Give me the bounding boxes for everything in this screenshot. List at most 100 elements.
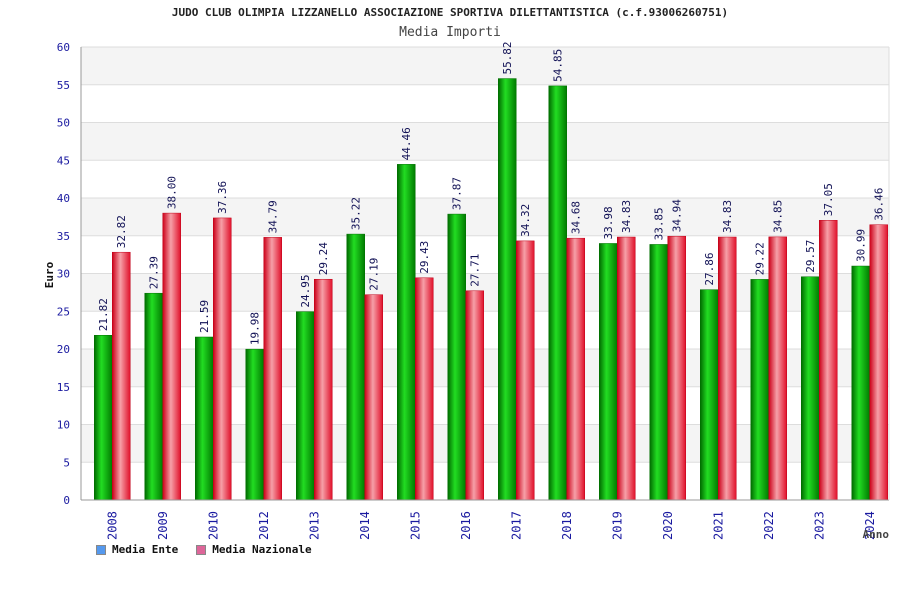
bar-media-ente [700, 289, 719, 501]
data-label: 19.98 [249, 312, 262, 345]
x-tick-label: 2021 [711, 511, 725, 540]
bar-media-ente [649, 244, 668, 501]
chart-title: JUDO CLUB OLIMPIA LIZZANELLO ASSOCIAZION… [171, 6, 729, 19]
bar-media-nazionale [465, 290, 484, 501]
x-tick-label: 2024 [863, 511, 877, 540]
legend-item-ente: Media Ente [96, 543, 178, 556]
x-tick-label: 2017 [509, 511, 523, 540]
x-tick-label: 2023 [812, 511, 826, 540]
data-label: 34.85 [772, 200, 785, 233]
bar-media-nazionale [263, 237, 282, 501]
x-tick-label: 2015 [408, 511, 422, 540]
x-tick-label: 2014 [358, 511, 372, 540]
bar-media-nazionale [667, 235, 686, 501]
plot-band [81, 198, 889, 236]
data-label: 27.86 [703, 253, 716, 286]
data-label: 29.22 [754, 242, 767, 275]
x-tick-label: 2018 [560, 511, 574, 540]
bar-media-nazionale [617, 236, 636, 501]
data-label: 38.00 [166, 176, 179, 209]
bar-media-nazionale [566, 237, 585, 501]
bar-media-nazionale [415, 277, 434, 501]
data-label: 34.94 [671, 199, 684, 232]
bar-media-ente [397, 164, 416, 501]
plot-band [81, 122, 889, 161]
bar-media-ente [94, 335, 113, 501]
x-axis-label: Anno [863, 528, 890, 541]
data-label: 33.85 [653, 207, 666, 240]
y-tick-label: 10 [57, 419, 70, 432]
plot-band [81, 47, 889, 85]
bar-media-ente [346, 233, 365, 501]
bar-media-nazionale [314, 278, 333, 501]
data-label: 34.68 [570, 201, 583, 234]
y-axis-label: Euro [43, 261, 56, 288]
bar-media-nazionale [213, 217, 232, 501]
bar-media-nazionale [718, 236, 737, 501]
x-tick-label: 2008 [105, 511, 119, 540]
y-tick-label: 30 [57, 268, 70, 281]
y-tick-label: 45 [57, 154, 70, 167]
bar-media-nazionale [516, 240, 535, 501]
data-label: 30.99 [855, 229, 868, 262]
bar-media-ente [447, 213, 466, 501]
x-tick-label: 2012 [257, 511, 271, 540]
bar-media-nazionale [162, 212, 181, 501]
bar-media-nazionale [112, 251, 131, 501]
data-label: 37.05 [822, 183, 835, 216]
data-label: 21.82 [97, 298, 110, 331]
bar-media-ente [498, 78, 517, 501]
data-label: 55.82 [501, 41, 514, 74]
bar-media-ente [750, 279, 769, 501]
plot-band [81, 160, 889, 198]
y-tick-label: 50 [57, 117, 70, 130]
y-tick-label: 15 [57, 381, 70, 394]
x-tick-label: 2010 [206, 511, 220, 540]
bar-media-ente [195, 336, 214, 501]
data-label: 34.79 [267, 200, 280, 233]
x-tick-label: 2020 [661, 511, 675, 540]
legend-label-ente: Media Ente [112, 543, 179, 556]
data-label: 29.43 [418, 241, 431, 274]
data-label: 34.32 [519, 204, 532, 237]
legend-label-nazionale: Media Nazionale [212, 543, 312, 556]
y-tick-label: 20 [57, 343, 70, 356]
y-tick-label: 5 [63, 456, 70, 469]
x-tick-label: 2013 [307, 511, 321, 540]
data-label: 54.85 [552, 49, 565, 82]
data-label: 21.59 [198, 300, 211, 333]
y-tick-label: 25 [57, 305, 70, 318]
data-label: 27.39 [148, 256, 161, 289]
data-label: 29.57 [804, 240, 817, 273]
x-tick-label: 2009 [156, 511, 170, 540]
bar-media-ente [296, 311, 315, 501]
bar-media-ente [245, 348, 264, 501]
bar-media-nazionale [819, 220, 838, 501]
data-label: 27.19 [368, 258, 381, 291]
legend-item-nazionale: Media Nazionale [196, 543, 312, 556]
x-tick-label: 2022 [762, 511, 776, 540]
data-label: 36.46 [873, 188, 886, 221]
data-label: 34.83 [721, 200, 734, 233]
bar-media-ente [144, 292, 163, 501]
legend: Media Ente Media Nazionale [96, 543, 312, 556]
y-tick-label: 40 [57, 192, 70, 205]
data-label: 33.98 [602, 206, 615, 239]
y-tick-label: 60 [57, 41, 70, 54]
data-label: 37.36 [216, 181, 229, 214]
bar-media-ente [599, 243, 618, 501]
data-label: 32.82 [115, 215, 128, 248]
x-tick-label: 2019 [610, 511, 624, 540]
data-label: 44.46 [400, 127, 413, 160]
y-tick-label: 55 [57, 79, 70, 92]
data-label: 34.83 [620, 200, 633, 233]
legend-swatch-ente [96, 544, 106, 555]
bar-media-ente [801, 276, 820, 501]
data-label: 37.87 [451, 177, 464, 210]
data-label: 24.95 [299, 275, 312, 308]
chart-subtitle: Media Importi [399, 25, 501, 40]
y-tick-label: 0 [63, 494, 70, 507]
x-tick-label: 2016 [459, 511, 473, 540]
plot-band [81, 235, 889, 274]
